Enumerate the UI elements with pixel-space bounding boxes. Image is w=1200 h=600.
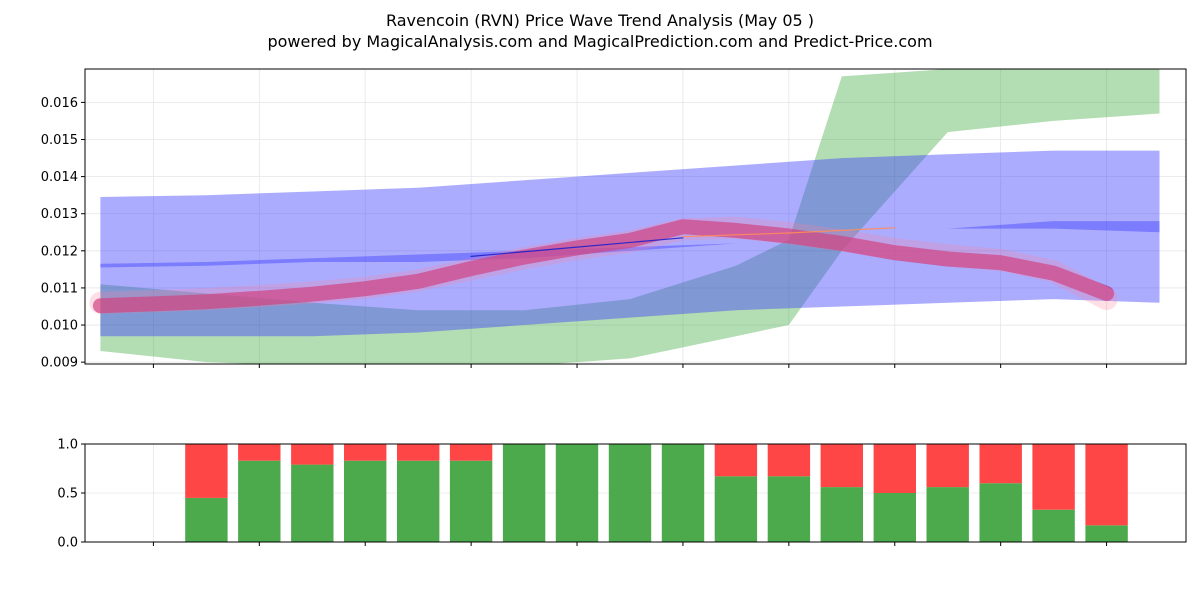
buy-bar [1085, 525, 1128, 542]
buy-bar [979, 483, 1022, 542]
price-wave-line-2 [470, 237, 684, 257]
sell-bar [344, 444, 387, 461]
sell-bar [714, 444, 758, 477]
y-tick-label: 0.016 [41, 96, 78, 111]
buy-bar [291, 464, 334, 542]
price-panel: 0.009 0.010 0.011 0.012 0.013 0.014 0.015 0.016 [41, 68, 1187, 371]
y-tick-label: 0.010 [41, 319, 78, 334]
y-tick-label: 0.012 [41, 244, 78, 259]
sell-bar [291, 444, 334, 465]
price-plot-area [89, 69, 1160, 364]
prediction-band-0 [100, 69, 1160, 364]
buy-bar [238, 460, 281, 542]
y-tick-label: 0.011 [41, 281, 78, 296]
buy-bar [344, 460, 387, 542]
sell-bar [449, 444, 493, 461]
sell-bar [238, 444, 281, 461]
sell-bar [820, 444, 863, 488]
buy-bar [820, 487, 863, 542]
signal-bars [185, 444, 1128, 542]
buy-bar [714, 476, 758, 542]
y-tick-label: 0.009 [41, 356, 78, 371]
y-tick-label: 0.0 [57, 536, 78, 551]
buy-bar [449, 460, 493, 542]
sell-bar [185, 444, 228, 498]
signal-panel: 0.0 0.5 1.0 [57, 438, 1187, 551]
buy-bar [397, 460, 440, 542]
buy-bar [608, 444, 652, 542]
chart-subtitle: powered by MagicalAnalysis.com and Magic… [267, 32, 932, 51]
y-tick-label: 1.0 [57, 438, 78, 453]
plot-frame [84, 68, 1187, 365]
y-tick-label: 0.015 [41, 133, 78, 148]
chart-title: Ravencoin (RVN) Price Wave Trend Analysi… [386, 11, 814, 30]
buy-bar [502, 444, 546, 542]
buy-bar [661, 444, 705, 542]
y-tick-label: 0.014 [41, 170, 78, 185]
sell-bar [1032, 444, 1075, 510]
sell-bar [873, 444, 916, 493]
grid-lines [85, 69, 1186, 364]
sell-bar [1085, 444, 1128, 526]
sell-bar [979, 444, 1022, 484]
price-wave-line-0 [92, 219, 1115, 314]
buy-bar [926, 487, 969, 542]
buy-bar [873, 493, 916, 542]
prediction-band-2 [100, 221, 1160, 268]
sell-bar [397, 444, 440, 461]
buy-bar [185, 497, 228, 542]
buy-bar [767, 476, 811, 542]
y-tick-label: 0.5 [57, 487, 78, 502]
sell-bar [926, 444, 969, 488]
buy-bar [555, 444, 599, 542]
buy-bar [1032, 509, 1075, 542]
sell-bar [767, 444, 811, 477]
y-tick-label: 0.013 [41, 207, 78, 222]
price-wave-line-3 [682, 227, 896, 238]
